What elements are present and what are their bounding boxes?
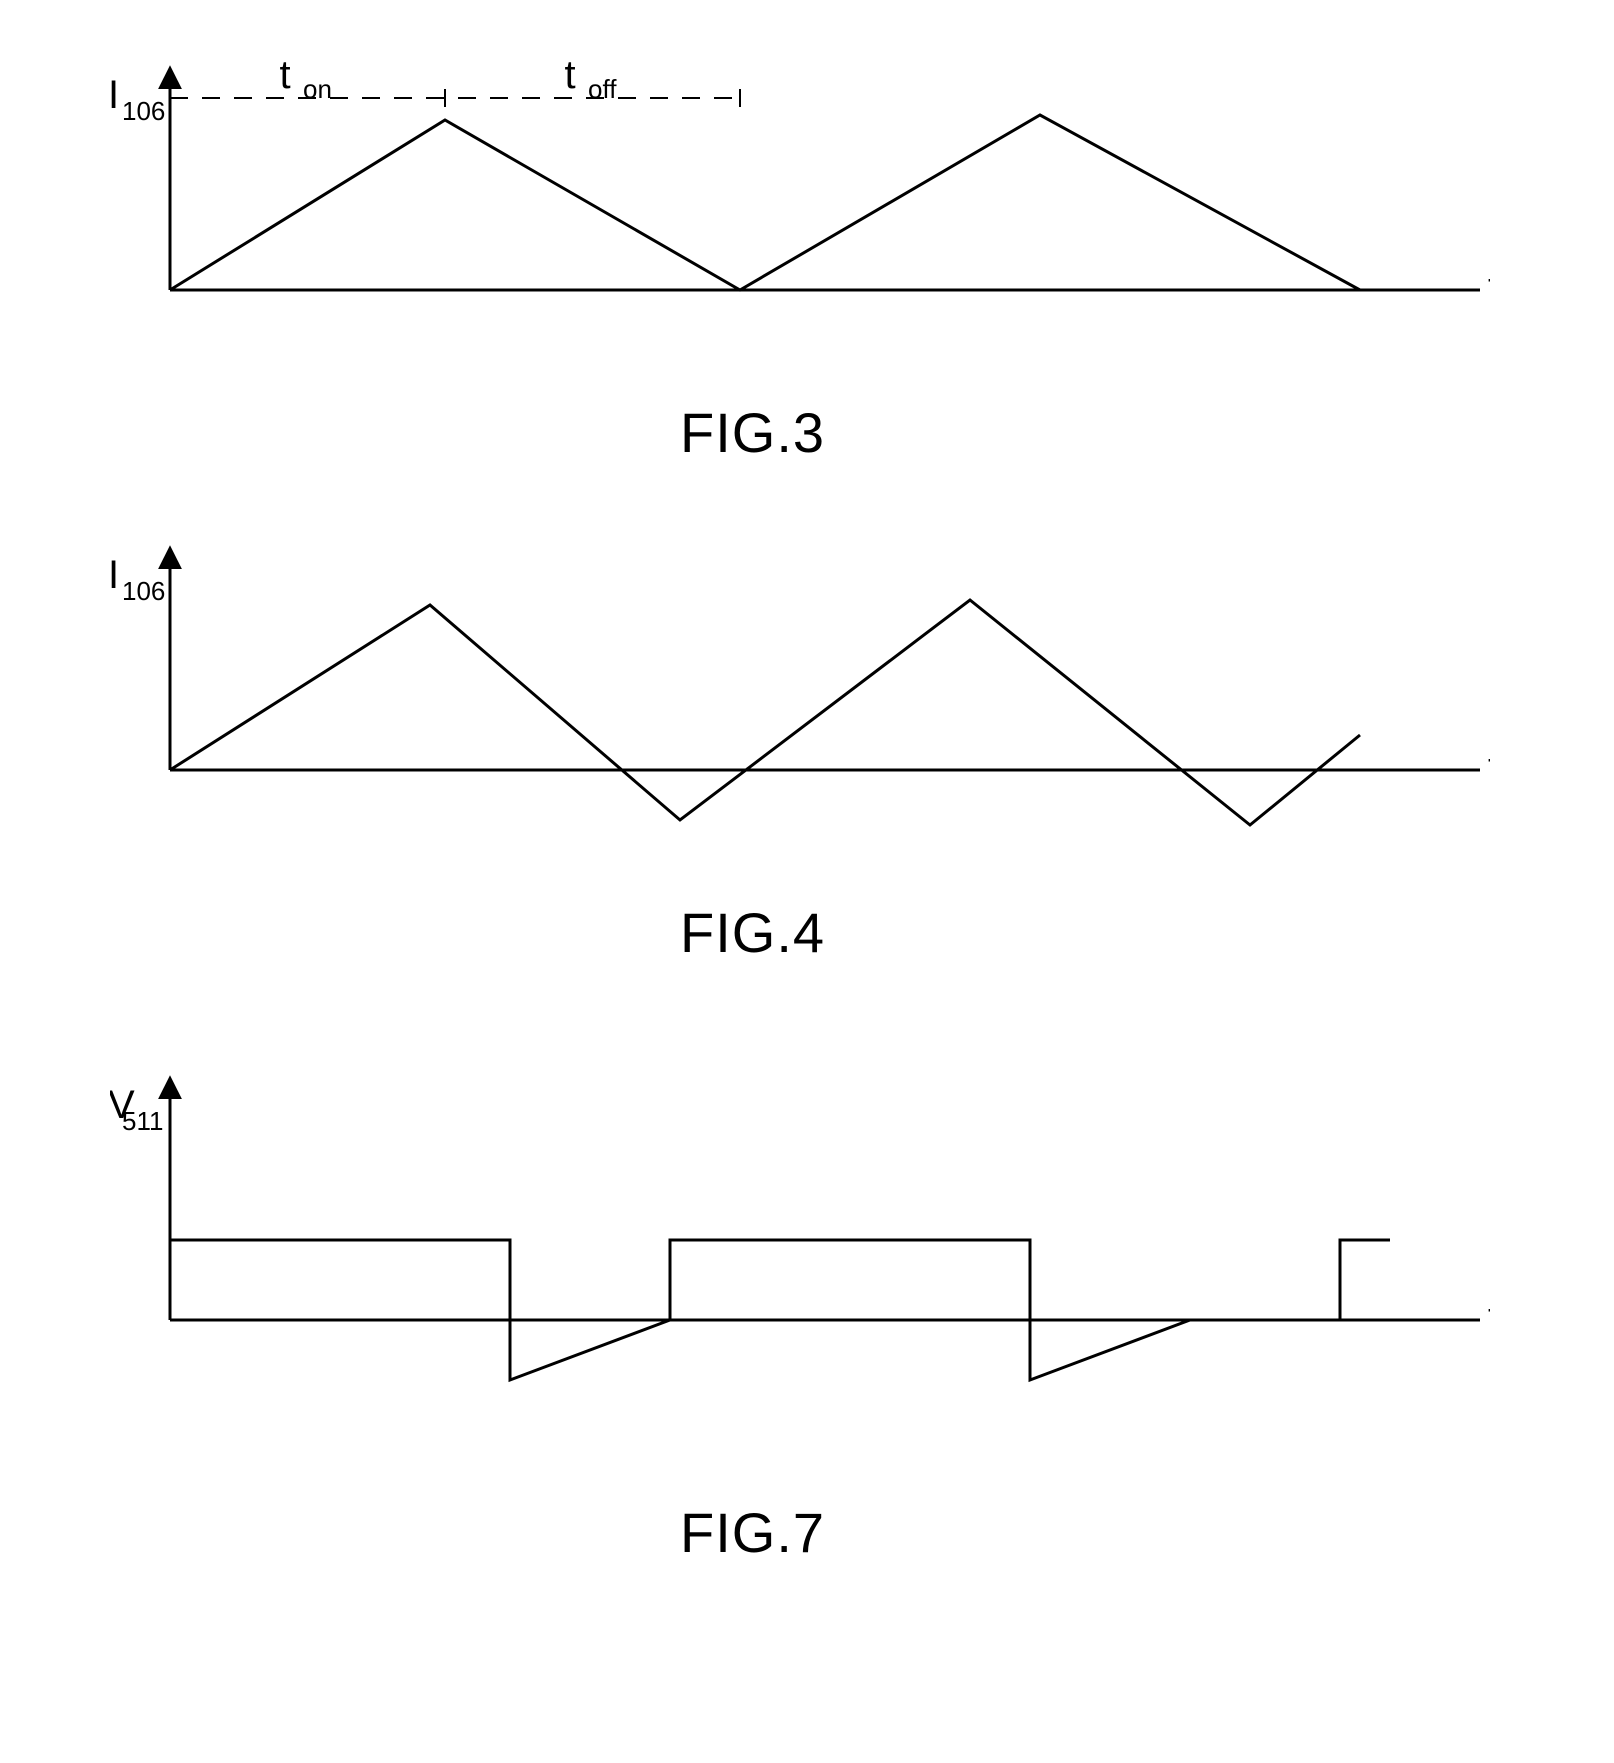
svg-text:t: t: [564, 60, 575, 97]
figure-3: I106ttontoff: [110, 60, 1490, 360]
figure-4-svg: I106 t: [110, 540, 1490, 870]
svg-text:off: off: [588, 74, 617, 104]
figure-3-svg: I106ttontoff: [110, 60, 1490, 360]
figure-7-caption: FIG.7: [680, 1500, 825, 1565]
svg-text:t: t: [279, 60, 290, 97]
svg-text:t: t: [1488, 265, 1490, 309]
figure-7: V511t: [110, 1070, 1490, 1440]
svg-text:I: I: [110, 553, 119, 597]
svg-text:t: t: [1488, 745, 1490, 789]
figure-4: I106 t: [110, 540, 1490, 870]
page: I106ttontoff FIG.3 I106t FIG.4 V511t FIG…: [0, 0, 1614, 1763]
svg-text:t: t: [1488, 1295, 1490, 1339]
svg-text:106: 106: [122, 576, 165, 606]
svg-text:I: I: [110, 73, 119, 117]
figure-7-svg: V511t: [110, 1070, 1490, 1440]
figure-4-caption: FIG.4: [680, 900, 825, 965]
svg-text:106: 106: [122, 96, 165, 126]
svg-text:on: on: [303, 74, 332, 104]
svg-text:511: 511: [122, 1106, 163, 1136]
figure-3-caption: FIG.3: [680, 400, 825, 465]
